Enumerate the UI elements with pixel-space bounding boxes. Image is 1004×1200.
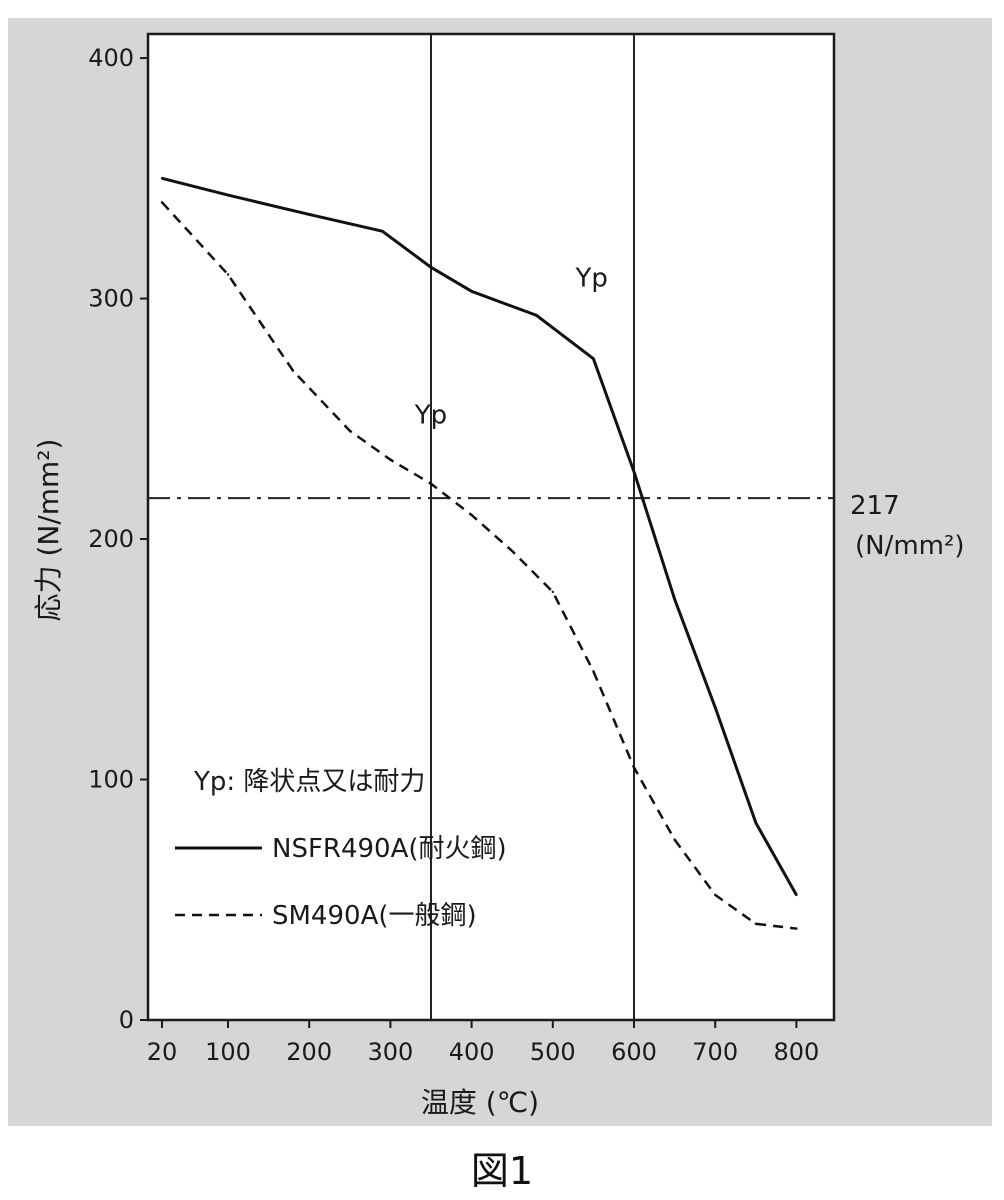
x-tick-label-400: 400 <box>449 1038 495 1066</box>
legend-note: Yp: 降状点又は耐力 <box>193 767 425 797</box>
data-point-nsfr490a-400 <box>470 290 473 293</box>
data-point-nsfr490a-600 <box>632 470 636 473</box>
data-point-nsfr490a-480 <box>535 314 538 317</box>
annotation-yp-1: Yp <box>575 264 608 294</box>
data-point-sm490a-500 <box>551 590 554 594</box>
data-point-sm490a-450 <box>511 549 514 553</box>
reference-value-label: 217 <box>850 491 900 521</box>
x-axis-ticks: 20 100 200 300 400 500 600 700 800 <box>147 1020 819 1066</box>
y-tick-label-300: 300 <box>88 285 134 313</box>
reference-unit-label: (N/mm²) <box>855 531 965 561</box>
x-tick-label-300: 300 <box>367 1038 413 1066</box>
x-tick-label-600: 600 <box>611 1038 657 1066</box>
y-axis-ticks: 0 100 200 300 400 <box>88 44 148 1034</box>
data-point-nsfr490a-550 <box>592 357 595 360</box>
series-layer <box>160 176 798 930</box>
data-point-nsfr490a-20 <box>160 177 164 180</box>
data-point-sm490a-400 <box>470 513 473 517</box>
data-point-sm490a-650 <box>673 838 676 841</box>
data-point-sm490a-800 <box>795 927 798 930</box>
data-point-nsfr490a-100 <box>226 193 230 197</box>
data-point-sm490a-180 <box>291 369 295 372</box>
data-point-nsfr490a-800 <box>795 893 798 897</box>
x-tick-label-700: 700 <box>692 1038 738 1066</box>
data-point-sm490a-750 <box>754 922 757 926</box>
x-tick-label-20: 20 <box>147 1038 178 1066</box>
x-tick-label-800: 800 <box>773 1038 819 1066</box>
y-tick-label-100: 100 <box>88 766 134 794</box>
data-point-sm490a-100 <box>226 273 230 276</box>
legend-entry-nsfr490a: NSFR490A(耐火鋼) <box>272 834 507 864</box>
reference-lines <box>148 34 834 1020</box>
annotations: Yp Yp <box>414 264 608 431</box>
figure-caption: 図1 <box>470 1149 534 1193</box>
data-point-sm490a-700 <box>714 893 717 897</box>
data-point-nsfr490a-200 <box>308 213 311 216</box>
data-point-nsfr490a-750 <box>754 821 757 824</box>
data-point-sm490a-250 <box>348 429 351 433</box>
legend-entry-sm490a: SM490A(一般鋼) <box>272 901 477 931</box>
y-tick-label-400: 400 <box>88 44 134 72</box>
plot-area <box>146 32 836 1022</box>
legend: Yp: 降状点又は耐力 NSFR490A(耐火鋼) SM490A(一般鋼) <box>175 767 507 931</box>
data-point-nsfr490a-350 <box>429 266 433 269</box>
data-point-nsfr490a-290 <box>381 230 384 233</box>
data-point-sm490a-600 <box>632 766 636 769</box>
x-tick-label-100: 100 <box>205 1038 251 1066</box>
x-tick-label-500: 500 <box>530 1038 576 1066</box>
data-point-sm490a-20 <box>160 201 164 204</box>
data-point-sm490a-300 <box>389 458 392 461</box>
annotation-yp-2: Yp <box>414 401 447 431</box>
data-point-nsfr490a-700 <box>714 706 717 709</box>
y-axis-label: 応力 (N/mm²) <box>32 439 65 622</box>
data-point-sm490a-350 <box>429 482 433 485</box>
data-point-nsfr490a-650 <box>673 597 676 601</box>
y-tick-label-200: 200 <box>88 525 134 553</box>
x-axis-label: 温度 (℃) <box>421 1086 539 1119</box>
y-tick-label-0: 0 <box>119 1006 134 1034</box>
data-point-sm490a-550 <box>592 670 595 673</box>
x-tick-label-200: 200 <box>286 1038 332 1066</box>
